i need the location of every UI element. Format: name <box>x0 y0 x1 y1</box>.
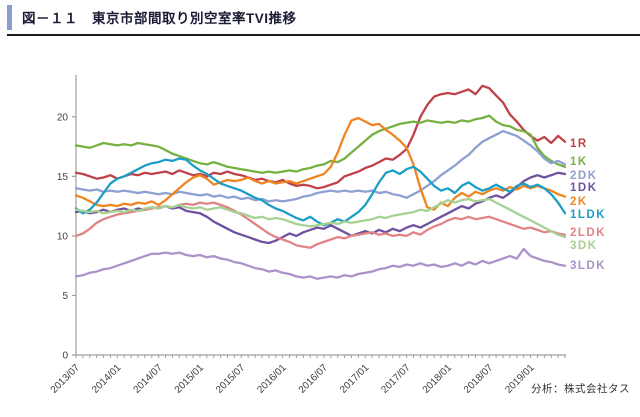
accent-bar <box>7 5 12 30</box>
series-line-1r <box>74 84 567 190</box>
series-line-3ldk <box>74 247 567 280</box>
chart-canvas: 0 5 10 15 20 2013/07 2014/01 2014/07 2015/01 2015… <box>49 75 567 396</box>
y-tick-label: 0 <box>62 351 68 362</box>
analysis-credit: 分析：株式会社タス <box>531 383 630 395</box>
x-tick-label: 2013/07 <box>49 362 83 396</box>
y-tick-label: 15 <box>57 172 69 183</box>
x-tick-label: 2016/07 <box>297 362 331 396</box>
x-tick-label: 2015/07 <box>214 362 248 396</box>
x-tick-label: 2016/01 <box>255 362 289 396</box>
series-line-1k <box>74 114 567 174</box>
x-tick-label: 2015/01 <box>173 362 207 396</box>
series-line-2dk <box>74 129 567 203</box>
y-tick-label: 10 <box>57 231 69 242</box>
x-tick-label: 2014/07 <box>131 362 165 396</box>
y-tick-label: 20 <box>57 112 69 123</box>
vacancy-rate-tvi-chart: 0 5 10 15 20 2013/07 2014/01 2014/07 2015/01 2015… <box>0 40 640 400</box>
series-line-1ldk <box>74 157 567 227</box>
figure-header: 図－１１ 東京市部間取り別空室率TVI推移 <box>7 4 640 36</box>
x-tick-label: 2017/01 <box>338 362 372 396</box>
x-tick-label: 2018/07 <box>462 362 496 396</box>
series-line-2k <box>74 116 567 211</box>
x-tick-label: 2017/07 <box>379 362 413 396</box>
y-tick-label: 5 <box>62 291 68 302</box>
x-tick-label: 2014/01 <box>90 362 124 396</box>
figure-title: 図－１１ 東京市部間取り別空室率TVI推移 <box>22 11 297 26</box>
x-tick-label: 2018/01 <box>421 362 455 396</box>
series-line-3dk <box>74 197 567 239</box>
